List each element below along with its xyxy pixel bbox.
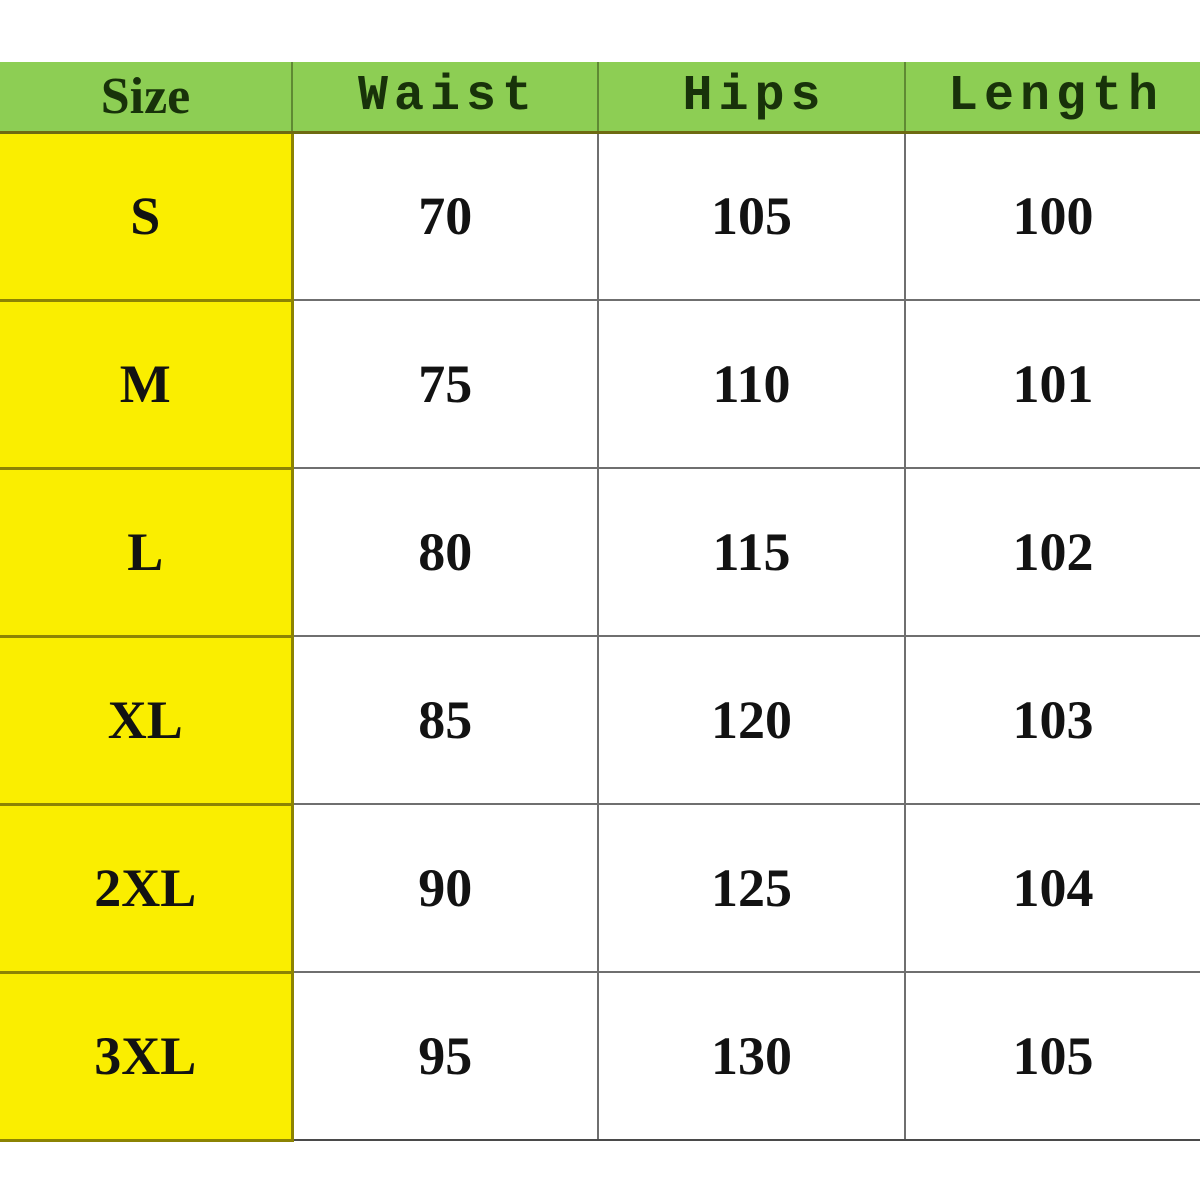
table-body: S 70 105 100 M 75 110 101 L 80 115 102 X… bbox=[0, 132, 1200, 1142]
cell-size: 2XL bbox=[0, 804, 294, 974]
cell-size: L bbox=[0, 468, 294, 638]
cell-waist: 75 bbox=[292, 300, 599, 469]
cell-hips: 115 bbox=[598, 468, 906, 637]
cell-waist: 95 bbox=[292, 972, 599, 1141]
cell-length: 101 bbox=[905, 300, 1200, 469]
table-row: L 80 115 102 bbox=[0, 468, 1200, 638]
cell-size: M bbox=[0, 300, 294, 470]
table-row: M 75 110 101 bbox=[0, 300, 1200, 470]
cell-length: 104 bbox=[905, 804, 1200, 973]
table-row: S 70 105 100 bbox=[0, 132, 1200, 302]
column-header-size: Size bbox=[0, 62, 293, 134]
cell-size: S bbox=[0, 132, 294, 302]
cell-size: XL bbox=[0, 636, 294, 806]
table-row: XL 85 120 103 bbox=[0, 636, 1200, 806]
header-row: Size Waist Hips Length bbox=[0, 62, 1200, 134]
column-header-hips: Hips bbox=[598, 62, 906, 134]
cell-hips: 125 bbox=[598, 804, 906, 973]
cell-length: 103 bbox=[905, 636, 1200, 805]
cell-length: 102 bbox=[905, 468, 1200, 637]
cell-waist: 70 bbox=[292, 132, 599, 301]
column-header-waist: Waist bbox=[292, 62, 599, 134]
cell-length: 105 bbox=[905, 972, 1200, 1141]
table-row: 2XL 90 125 104 bbox=[0, 804, 1200, 974]
table-header: Size Waist Hips Length bbox=[0, 62, 1200, 134]
cell-hips: 120 bbox=[598, 636, 906, 805]
cell-length: 100 bbox=[905, 132, 1200, 301]
table-row: 3XL 95 130 105 bbox=[0, 972, 1200, 1142]
column-header-length: Length bbox=[905, 62, 1200, 134]
cell-hips: 105 bbox=[598, 132, 906, 301]
cell-hips: 110 bbox=[598, 300, 906, 469]
cell-waist: 90 bbox=[292, 804, 599, 973]
cell-hips: 130 bbox=[598, 972, 906, 1141]
cell-waist: 85 bbox=[292, 636, 599, 805]
size-chart-table: Size Waist Hips Length S 70 105 100 M 75… bbox=[0, 62, 1200, 1142]
cell-size: 3XL bbox=[0, 972, 294, 1142]
cell-waist: 80 bbox=[292, 468, 599, 637]
